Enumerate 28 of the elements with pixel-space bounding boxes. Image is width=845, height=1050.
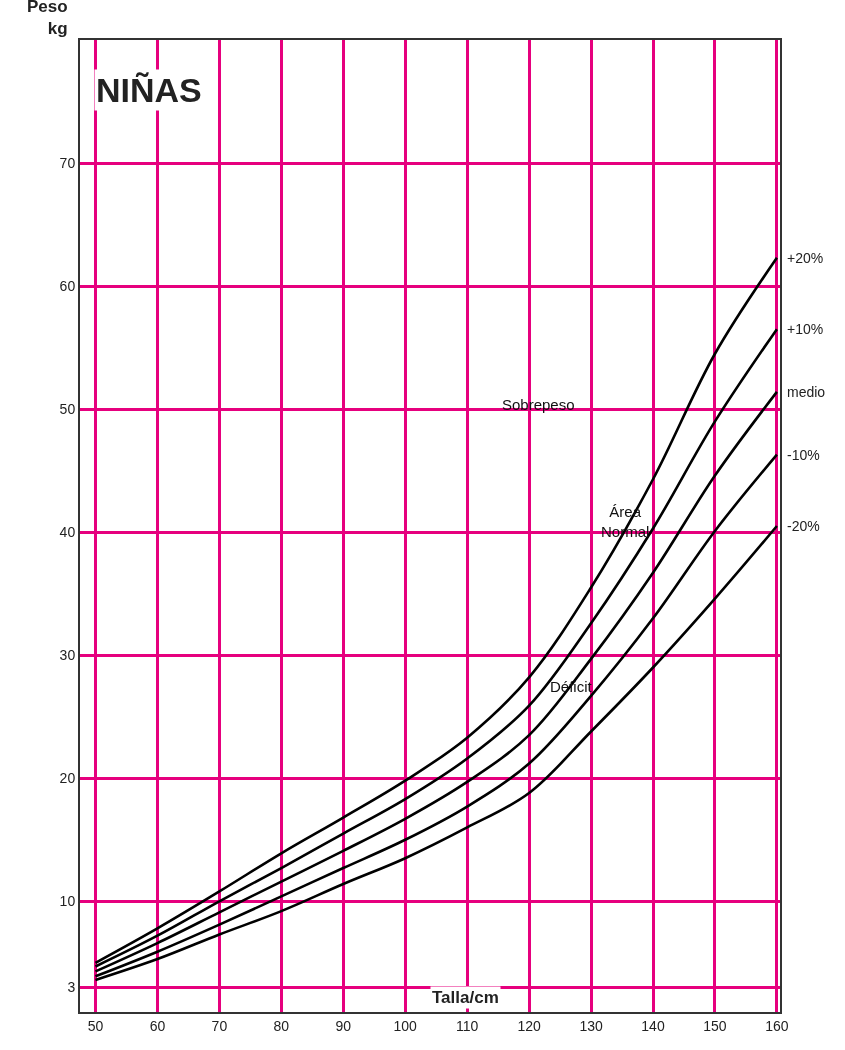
series-label: +20% [787,250,824,266]
y-axis-title: Peso kg [27,0,68,39]
x-tick-label: 160 [765,1017,789,1034]
series-label: +10% [787,321,824,337]
x-tick-label: 150 [703,1017,727,1034]
y-tick-label: 60 [59,277,76,294]
y-tick-label: 3 [67,979,76,996]
x-tick-label: 50 [87,1017,104,1034]
y-tick-label: 30 [59,647,76,664]
text: NIÑAS [96,71,202,109]
x-tick-label: 80 [273,1017,290,1034]
x-tick-label: 130 [579,1017,603,1034]
series-label: medio [787,384,826,400]
y-tick-label: 10 [59,893,76,910]
y-tick-label: 50 [59,401,76,418]
x-axis-title: Talla/cm [432,988,499,1007]
x-tick-label: 100 [393,1017,418,1034]
x-tick-label: 120 [517,1017,542,1034]
y-tick-label: 40 [59,524,76,541]
series-label: -10% [787,447,820,463]
x-tick-label: 110 [456,1017,479,1034]
x-tick-label: 70 [211,1017,228,1034]
y-tick-label: 70 [59,154,76,171]
series-label: -20% [787,518,820,534]
x-tick-label: 140 [641,1017,665,1034]
x-tick-label: 90 [335,1017,352,1034]
x-tick-label: 60 [149,1017,166,1034]
y-tick-label: 20 [59,770,76,787]
